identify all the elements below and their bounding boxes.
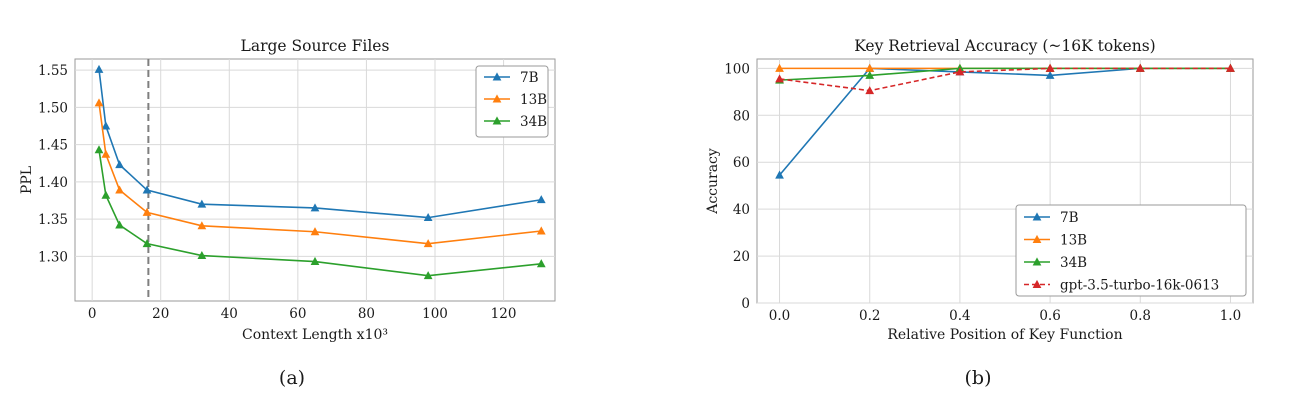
chart-a-xtick-label: 80 [358, 306, 375, 322]
chart-a-legend: 7B 13B 34B [475, 65, 549, 138]
chart-a-point-34b [94, 145, 104, 154]
chart-b: 0.0 0.2 0.4 0.6 0.8 1.0 0 20 40 60 80 100 Key Retr… [705, 37, 1254, 389]
chart-b-title: Key Retrieval Accuracy (~16K tokens) [854, 37, 1155, 55]
chart-a-legend-label-13b: 13B [520, 92, 547, 108]
chart-a-point-34b [423, 271, 433, 280]
chart-b-xticks: 0.0 0.2 0.4 0.6 0.8 1.0 [769, 308, 1241, 324]
chart-b-legend-marker-7b [1032, 212, 1042, 221]
chart-b-xtick-label: 0.6 [1039, 308, 1060, 324]
chart-b-ytick-label: 20 [733, 249, 750, 265]
chart-b-xtick-label: 0.2 [859, 308, 880, 324]
chart-a-title: Large Source Files [241, 37, 390, 55]
chart-b-ytick-label: 40 [733, 202, 750, 218]
chart-a-point-13b [536, 226, 546, 235]
chart-b-xtick-label: 0.8 [1130, 308, 1151, 324]
chart-b-legend-label-13b: 13B [1060, 233, 1087, 249]
chart-a-point-7b [423, 213, 433, 222]
chart-b-point-gpt-3-5-turbo-16k-0613 [865, 86, 875, 95]
chart-a-ytick-label: 1.30 [38, 249, 68, 265]
chart-a-point-13b [94, 98, 104, 107]
chart-a-point-13b [115, 185, 124, 194]
chart-a-line-13b [98, 102, 542, 245]
chart-a-caption: (a) [279, 367, 305, 389]
chart-b-point-gpt-3-5-turbo-16k-0613 [955, 67, 965, 76]
chart-a-ytick-label: 1.40 [38, 175, 68, 191]
chart-a-point-34b [310, 256, 320, 265]
chart-a-ylabel: PPL [19, 166, 35, 194]
chart-a-legend-marker-7b [492, 72, 502, 81]
chart-a-xtick-label: 100 [422, 306, 448, 322]
chart-b-legend: 7B 13B 34B gpt-3.5-turbo-16k-0613 [1015, 204, 1247, 297]
chart-a-xtick-label: 60 [289, 306, 306, 322]
chart-a-series [94, 64, 546, 280]
chart-b-line-gpt-3-5-turbo-16k-0613 [779, 67, 1231, 92]
chart-a-point-34b [197, 250, 207, 260]
chart-a-xtick-label: 40 [221, 306, 238, 322]
chart-a-xtick-label: 120 [491, 306, 517, 322]
chart-a-ytick-label: 1.45 [38, 138, 68, 154]
chart-b-point-gpt-3-5-turbo-16k-0613 [1226, 63, 1235, 72]
chart-b-caption: (b) [965, 367, 992, 389]
chart-a-legend-label-7b: 7B [520, 70, 539, 86]
chart-a-legend-box [475, 65, 549, 138]
chart-b-point-13b [865, 63, 875, 72]
chart-b-xtick-label: 0.0 [769, 308, 790, 324]
chart-a-line-34b [98, 149, 542, 277]
chart-a-point-13b [142, 207, 152, 216]
chart-b-ytick-label: 80 [733, 108, 750, 124]
chart-a-point-34b [101, 190, 111, 199]
chart-a-ytick-label: 1.50 [38, 100, 68, 116]
chart-b-point-34b [865, 70, 875, 79]
chart-a-point-7b [197, 199, 207, 208]
chart-a-legend-marker-34b [492, 116, 502, 125]
chart-a-point-34b [115, 220, 124, 229]
chart-b-series [775, 63, 1235, 179]
chart-b-legend-marker-34b [1032, 257, 1042, 266]
chart-a-xtick-label: 20 [152, 306, 169, 322]
chart-a-point-7b [94, 64, 104, 73]
chart-b-point-gpt-3-5-turbo-16k-0613 [1135, 63, 1145, 72]
chart-a-point-7b [101, 121, 111, 130]
chart-b-legend-label-34b: 34B [1060, 255, 1087, 271]
chart-a-point-13b [101, 149, 111, 158]
chart-a-point-7b [536, 195, 546, 204]
chart-a-ytick-label: 1.35 [38, 212, 68, 228]
chart-a: 0 20 40 60 80 100 120 1.30 1.35 1.40 1.45 1.50 1.55… [19, 37, 556, 389]
chart-b-point-7b [1045, 70, 1055, 79]
chart-b-yticks: 0 20 40 60 80 100 [724, 61, 750, 312]
chart-b-legend-label-gpt-3-5-turbo-16k-0613: gpt-3.5-turbo-16k-0613 [1060, 278, 1219, 294]
chart-a-legend-marker-13b [492, 94, 502, 103]
chart-b-point-gpt-3-5-turbo-16k-0613 [1045, 63, 1055, 72]
chart-a-point-13b [423, 239, 433, 248]
chart-b-point-gpt-3-5-turbo-16k-0613 [775, 74, 784, 83]
chart-a-point-13b [197, 221, 207, 230]
chart-a-point-7b [310, 203, 320, 212]
chart-a-xticks: 0 20 40 60 80 100 120 [88, 306, 517, 322]
chart-a-point-7b [142, 185, 152, 194]
chart-a-grid [75, 59, 555, 301]
chart-b-xtick-label: 1.0 [1220, 308, 1241, 324]
chart-a-legend-label-34b: 34B [520, 114, 547, 130]
chart-b-xtick-label: 0.4 [949, 308, 970, 324]
chart-b-ylabel: Accuracy [705, 148, 721, 215]
chart-b-legend-label-7b: 7B [1060, 210, 1079, 226]
chart-b-ytick-label: 0 [741, 296, 750, 312]
chart-b-legend-box [1015, 204, 1247, 297]
chart-b-xlabel: Relative Position of Key Function [887, 327, 1122, 343]
chart-a-point-7b [115, 160, 124, 169]
chart-b-point-7b [775, 170, 784, 179]
chart-a-point-34b [142, 239, 152, 248]
chart-a-line-7b [98, 69, 542, 219]
chart-b-ytick-label: 60 [733, 155, 750, 171]
chart-a-point-34b [536, 259, 546, 268]
chart-a-point-13b [310, 227, 320, 236]
chart-b-ytick-label: 100 [724, 61, 750, 77]
chart-a-ytick-label: 1.55 [38, 63, 68, 79]
chart-b-legend-marker-13b [1032, 234, 1042, 243]
chart-a-yticks: 1.30 1.35 1.40 1.45 1.50 1.55 [38, 63, 68, 265]
chart-a-xlabel: Context Length x10³ [242, 327, 388, 343]
chart-b-point-13b [775, 63, 784, 72]
chart-b-legend-marker-gpt-3-5-turbo-16k-0613 [1032, 279, 1042, 288]
chart-a-xtick-label: 0 [88, 306, 97, 322]
